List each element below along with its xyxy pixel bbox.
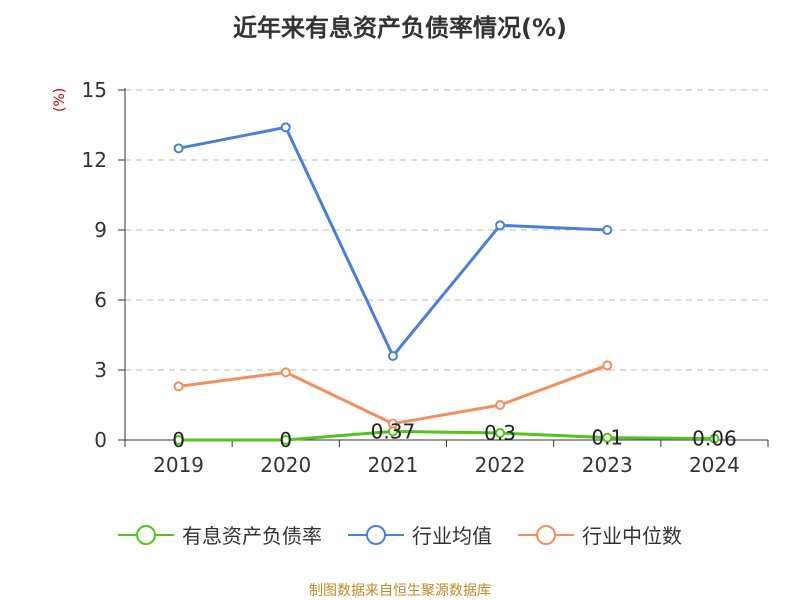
series-line-3 [178, 363, 608, 426]
legend-swatch [348, 524, 404, 545]
legend-swatch [518, 524, 574, 545]
data-label: 0.37 [371, 419, 416, 443]
legend-label: 行业均值 [412, 524, 492, 548]
data-label: 0 [172, 428, 185, 452]
legend-item-1[interactable]: 有息资产负债率 [118, 520, 322, 549]
chart-title: 近年来有息资产负债率情况(%) [233, 14, 567, 42]
legend-swatch-marker [536, 524, 556, 545]
x-tick-label: 2020 [260, 453, 311, 477]
x-tick-label: 2021 [367, 453, 418, 477]
source-note: 制图数据来自恒生聚源数据库 [309, 583, 491, 599]
x-tick-label: 2023 [582, 453, 633, 477]
legend-item-3[interactable]: 行业中位数 [518, 520, 682, 549]
legend-swatch-marker [136, 524, 156, 545]
y-tick-label: 12 [82, 148, 107, 172]
grid-lines [125, 89, 768, 371]
y-tick-label: 15 [82, 78, 107, 102]
series-line-1 [178, 429, 715, 442]
data-label: 0.3 [484, 421, 516, 445]
x-tick-label: 2022 [475, 453, 526, 477]
legend-item-2[interactable]: 行业均值 [348, 520, 492, 549]
data-point [602, 225, 613, 235]
x-tick-label: 2019 [153, 453, 204, 477]
y-tick-label: 3 [94, 358, 107, 382]
data-point [173, 381, 184, 392]
data-point [280, 367, 291, 378]
data-point [387, 351, 398, 361]
data-point [387, 418, 398, 429]
legend-swatch [118, 524, 174, 545]
legend-swatch-marker [366, 524, 386, 545]
legend-label: 行业中位数 [582, 524, 682, 548]
data-point [602, 360, 613, 371]
data-label: 0.1 [591, 426, 623, 450]
data-label: 0.06 [692, 427, 737, 451]
y-tick-label: 0 [94, 428, 107, 452]
series-layer [173, 122, 720, 445]
data-point [709, 433, 720, 444]
data-point [173, 435, 184, 445]
data-point [495, 428, 506, 438]
series-line-2 [178, 125, 608, 358]
data-point [495, 220, 506, 231]
data-point [495, 400, 506, 410]
x-tick-label: 2024 [689, 453, 740, 477]
y-tick-label: 6 [94, 288, 107, 312]
legend-label: 有息资产负债率 [182, 524, 322, 548]
data-point [173, 143, 184, 154]
data-label: 0 [279, 428, 292, 452]
y-tick-label: 9 [94, 218, 107, 242]
data-point [280, 435, 291, 445]
legend: 有息资产负债率 行业均值 行业中位数 [0, 520, 800, 549]
data-labels: 0 0 0.37 0.3 0.1 0.06 [172, 419, 736, 452]
data-point [280, 122, 291, 133]
data-point [602, 432, 613, 443]
